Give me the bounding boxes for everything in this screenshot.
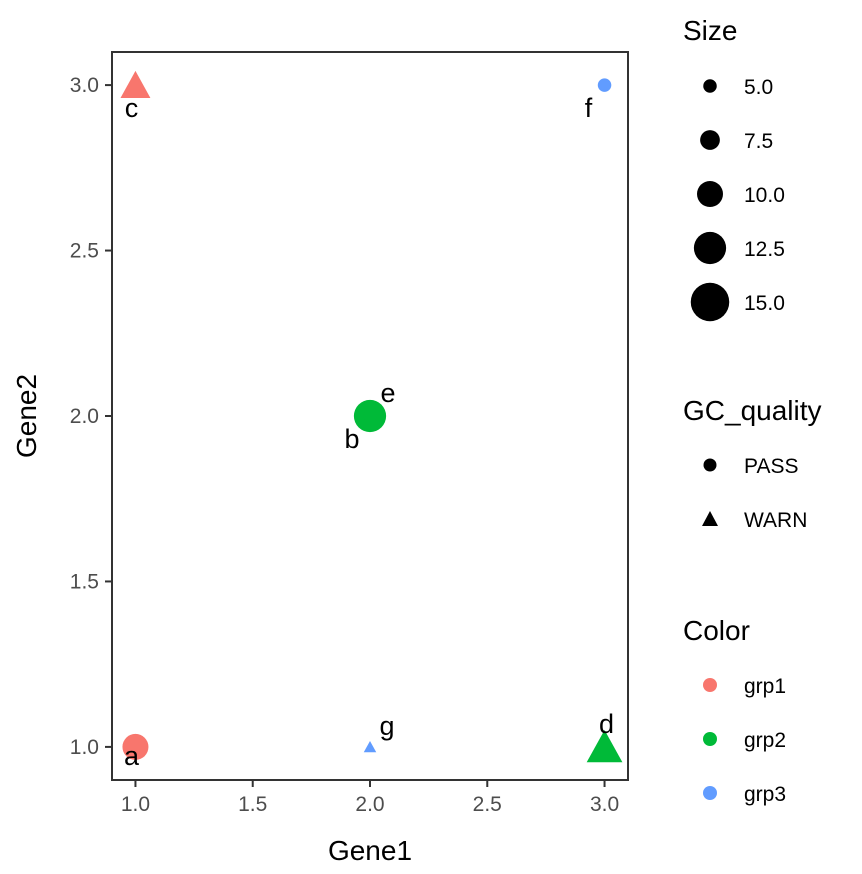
point-label: a	[124, 741, 140, 771]
point-c	[120, 70, 151, 98]
color-legend-title: Color	[683, 615, 750, 646]
warn-triangle-icon	[702, 511, 718, 526]
points-layer	[120, 70, 623, 763]
point-label: c	[125, 93, 139, 123]
point-label: f	[585, 93, 593, 123]
point-labels-layer: a b c d e f g	[124, 93, 614, 771]
size-legend-label: 7.5	[744, 130, 773, 153]
point-a	[122, 733, 149, 760]
size-legend-key	[693, 231, 727, 265]
x-tick-label: 1.0	[121, 793, 150, 816]
color-legend-label: grp1	[744, 675, 786, 698]
x-tick-label: 2.5	[473, 793, 502, 816]
size-legend-key	[703, 79, 717, 93]
size-legend-label: 5.0	[744, 76, 773, 99]
size-legend-label: 12.5	[744, 238, 785, 261]
shape-legend-label: PASS	[744, 455, 798, 478]
point-e	[363, 409, 377, 423]
size-legend-title: Size	[683, 15, 737, 46]
point-label: g	[379, 711, 394, 741]
point-d	[586, 729, 623, 763]
color-legend-label: grp2	[744, 729, 786, 752]
point-label: b	[344, 424, 359, 454]
y-tick-label: 2.0	[70, 405, 99, 428]
x-tick-label: 3.0	[590, 793, 619, 816]
size-legend-key	[700, 130, 720, 150]
shape-legend-label: WARN	[744, 509, 807, 532]
color-legend-key	[703, 732, 717, 746]
color-legend-key	[703, 786, 717, 800]
shape-legend-title: GC_quality	[683, 395, 822, 426]
size-legend-key	[697, 181, 723, 207]
size-legend-label: 15.0	[744, 292, 785, 315]
size-legend-key	[690, 282, 730, 322]
color-legend-label: grp3	[744, 783, 786, 806]
legend-area: Size 5.0 7.5 10.0 12.5 15.0 GC_quality PASS WARN…	[683, 15, 822, 806]
x-axis-title: Gene1	[328, 835, 412, 866]
size-legend-label: 10.0	[744, 184, 785, 207]
y-axis-title: Gene2	[11, 374, 42, 458]
point-f	[597, 78, 612, 92]
y-tick-label: 1.5	[70, 570, 99, 593]
point-label: e	[380, 378, 395, 408]
color-legend-key	[703, 678, 717, 692]
y-tick-label: 2.5	[70, 240, 99, 263]
y-tick-label: 1.0	[70, 736, 99, 759]
x-tick-label: 1.5	[238, 793, 267, 816]
point-g	[363, 740, 377, 753]
x-tick-label: 2.0	[355, 793, 384, 816]
axes-layer: 1.0 1.5 2.0 2.5 3.0 1.0 1.5 2.0 2.5 3.0	[70, 74, 619, 816]
y-tick-label: 3.0	[70, 74, 99, 97]
pass-circle-icon	[703, 458, 717, 472]
point-label: d	[599, 709, 614, 739]
